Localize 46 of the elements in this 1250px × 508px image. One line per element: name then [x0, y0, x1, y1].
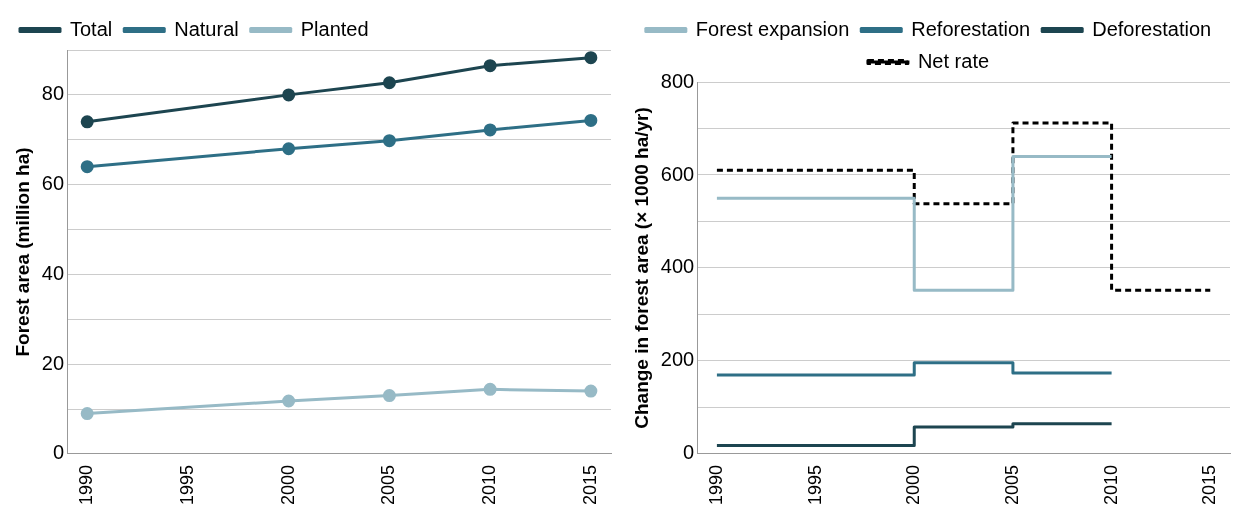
x-tick-label: 1990 [76, 464, 97, 505]
point [382, 134, 396, 148]
point [483, 382, 497, 396]
legend-label: Deforestation [1092, 17, 1212, 40]
x-tick-label: 2005 [378, 464, 399, 505]
x-tick-label: 1995 [176, 464, 197, 505]
point [382, 76, 396, 90]
x-tick-label: 2015 [579, 464, 600, 505]
y-tick-label: 80 [41, 82, 65, 105]
x-tick-label: 1990 [705, 464, 726, 505]
y-tick-label: 40 [41, 261, 65, 284]
legend-label: Reforestation [911, 17, 1031, 40]
y-tick-label: 800 [660, 69, 695, 92]
point [584, 113, 598, 127]
point [483, 123, 497, 137]
point [584, 51, 598, 65]
x-tick-label: 2010 [479, 464, 500, 505]
legend-label: Natural [174, 17, 239, 40]
point [483, 59, 497, 73]
y-tick-label: 0 [683, 441, 695, 464]
point [382, 389, 396, 403]
point [282, 142, 296, 156]
y-tick-label: 0 [52, 441, 65, 464]
x-tick-label: 2010 [1100, 464, 1121, 505]
y-tick-label: 20 [41, 351, 65, 374]
legend-label: Planted [300, 17, 369, 40]
x-tick-label: 2015 [1199, 464, 1220, 505]
y-axis-title: Change in forest area (× 1000 ha/yr) [630, 107, 652, 429]
y-tick-label: 600 [660, 162, 695, 185]
point [584, 384, 598, 398]
point [80, 160, 94, 174]
legend-label: Net rate [917, 49, 990, 72]
y-axis-title: Forest area (million ha) [11, 147, 33, 357]
x-tick-label: 2000 [277, 464, 298, 505]
y-tick-label: 200 [660, 348, 695, 371]
point [80, 115, 94, 129]
legend-label: Total [70, 17, 113, 40]
legend-label: Forest expansion [695, 17, 850, 40]
point [282, 394, 296, 408]
point [80, 407, 94, 421]
x-tick-label: 2000 [903, 464, 924, 505]
x-tick-label: 2005 [1001, 464, 1022, 505]
y-tick-label: 60 [41, 172, 65, 195]
point [282, 88, 296, 102]
x-tick-label: 1995 [804, 464, 825, 505]
y-tick-label: 400 [660, 255, 695, 278]
